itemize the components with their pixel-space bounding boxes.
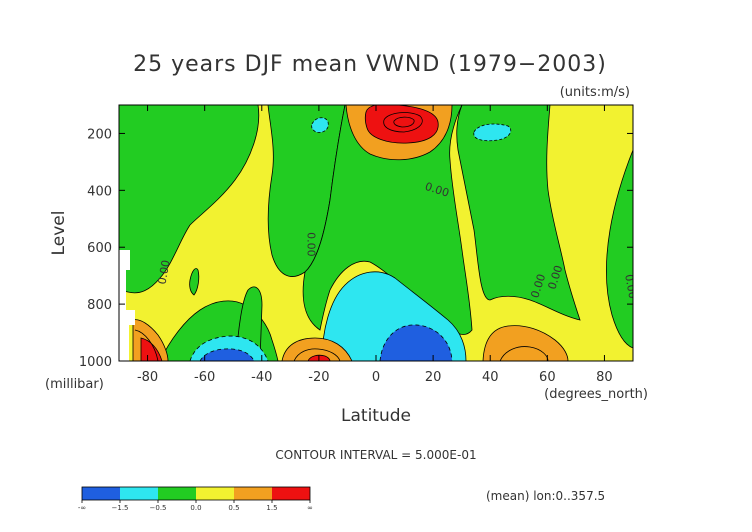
y-tick-label: 200 (87, 127, 112, 142)
x-tick-label: 20 (425, 370, 442, 385)
y-units-label: (millibar) (45, 377, 104, 392)
y-axis: 200 400 600 800 1000 (79, 127, 633, 370)
colorbar-label: −1.5 (112, 504, 129, 512)
x-tick-label: -20 (308, 370, 329, 385)
contour-field (119, 105, 633, 361)
contour-line-red-inner (383, 112, 423, 133)
colorbar-swatch (234, 487, 272, 500)
x-tick-label: -60 (194, 370, 215, 385)
colorbar-swatch (196, 487, 234, 500)
colorbar: -∞ −1.5 −0.5 0.0 0.5 1.5 ∞ (78, 486, 313, 512)
contour-label: 0.00 (304, 232, 317, 257)
region-cyan-top-b (473, 123, 512, 142)
contour-label: 0.00 (156, 259, 173, 285)
x-tick-label: 60 (539, 370, 556, 385)
colorbar-swatch (272, 487, 310, 500)
contour-line-orange-sh (293, 348, 341, 361)
colorbar-swatch (82, 487, 120, 500)
region-green-equator (302, 105, 473, 335)
y-tick-label: 1000 (79, 355, 112, 370)
region-green-nh-edge (606, 149, 633, 349)
x-axis: -80 -60 -40 -20 0 20 40 60 80 (137, 105, 613, 385)
x-tick-label: -40 (251, 370, 272, 385)
colorbar-label: 0.5 (228, 504, 239, 512)
region-orange-sh (281, 337, 353, 361)
region-red-top (364, 105, 439, 144)
colorbar-swatch (158, 487, 196, 500)
region-green-north (456, 105, 581, 321)
y-tick-label: 800 (87, 298, 112, 313)
colorbar-label: −0.5 (150, 504, 167, 512)
y-axis-label: Level (49, 211, 69, 256)
colorbar-label: ∞ (307, 504, 313, 512)
colorbar-swatch (120, 487, 158, 500)
contour-line-sp (134, 329, 159, 361)
colorbar-label: 0.0 (190, 504, 201, 512)
contour-interval-label: CONTOUR INTERVAL = 5.000E-01 (275, 448, 476, 462)
contour-line-red-inner2 (393, 116, 415, 128)
region-orange-nh (482, 325, 569, 361)
chart-title: 25 years DJF mean VWND (1979−2003) (133, 52, 607, 77)
region-blue-sh (199, 348, 255, 361)
y-tick-label: 600 (87, 241, 112, 256)
contour-label: 0.00 (622, 273, 639, 299)
region-cyan-top-a (311, 117, 329, 133)
y-tick-label: 400 (87, 184, 112, 199)
missing-data-mask (119, 250, 135, 361)
x-tick-label: 80 (596, 370, 613, 385)
x-tick-label: 40 (482, 370, 499, 385)
region-green-south (119, 105, 260, 294)
x-units-label: (degrees_north) (544, 387, 648, 402)
contour-line-orange-nh (499, 346, 549, 361)
colorbar-label: 1.5 (266, 504, 277, 512)
x-tick-label: -80 (137, 370, 158, 385)
footer-note: (mean) lon:0..357.5 (486, 489, 605, 503)
x-tick-label: 0 (372, 370, 380, 385)
units-label: (units:m/s) (560, 85, 630, 100)
x-axis-label: Latitude (341, 406, 411, 426)
region-blue-equator (379, 324, 453, 361)
colorbar-label: -∞ (78, 504, 86, 512)
region-green-small (189, 268, 200, 296)
